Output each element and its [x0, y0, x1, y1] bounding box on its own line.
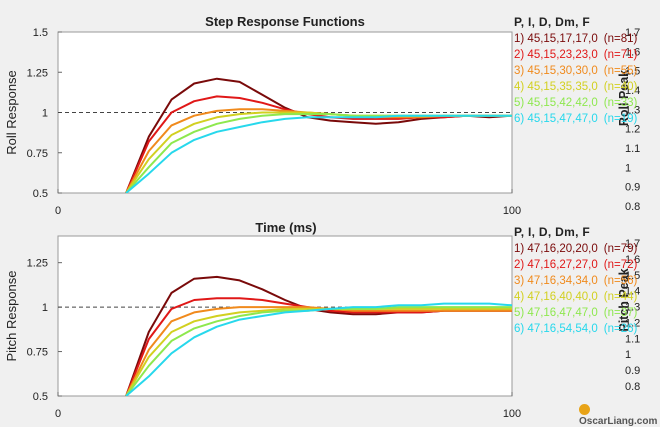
peak-tick-label: 0.9	[625, 182, 640, 194]
peak-tick-label: 1.4	[625, 286, 640, 298]
peak-tick-label: 1	[625, 349, 631, 361]
peak-tick-label: 0.8	[625, 381, 640, 393]
legend-entry-count: (n=33)	[603, 97, 638, 109]
peak-tick-label: 1.7	[625, 238, 640, 250]
peak-tick-label: 1.1	[625, 333, 640, 345]
legend-entry-count: (n=19)	[603, 113, 638, 125]
pitch-response-plot: 0.5 0.75 1 1.25 0 100 Pitch Response 0.8 0.9 1 1.1…	[4, 235, 640, 420]
x-tick-label: 0	[55, 408, 61, 420]
legend-entry: 5) 47,16,47,47,0 (n=37)	[514, 305, 637, 321]
legend-entry: 3) 47,16,34,34,0 (n=56)	[514, 273, 637, 289]
legend-entry-count: (n=72)	[603, 259, 638, 271]
legend-entry-label: 4) 47,16,40,40,0	[514, 291, 598, 303]
legend-entry-label: 5) 47,16,47,47,0	[514, 307, 598, 319]
y-tick-label: 1.5	[33, 27, 48, 39]
legend-entry-count: (n=56)	[603, 275, 638, 287]
legend-entry: 2) 47,16,27,27,0 (n=72)	[514, 257, 637, 273]
peak-tick-label: 1.3	[625, 302, 640, 314]
legend-entry-count: (n=44)	[603, 291, 638, 303]
legend-entry-label: 6) 47,16,54,54,0	[514, 323, 598, 335]
peak-tick-label: 0.8	[625, 201, 640, 213]
legend-entry-label: 5) 45,15,42,42,0	[514, 97, 598, 109]
legend-entry-label: 3) 45,15,30,30,0	[514, 65, 598, 77]
series-line-6	[125, 114, 512, 193]
peak-tick-label: 1.7	[625, 27, 640, 39]
peak-tick-label: 1.6	[625, 254, 640, 266]
plot-area	[57, 235, 513, 397]
legend-entry-label: 1) 45,15,17,17,0	[514, 33, 598, 45]
legend-entry: 1) 45,15,17,17,0 (n=81)	[514, 31, 637, 47]
legend-entry-count: (n=26)	[603, 323, 638, 335]
peak-tick-label: 1.1	[625, 143, 640, 155]
peak-tick-label: 1.3	[625, 104, 640, 116]
legend-entry-count: (n=79)	[603, 243, 638, 255]
peak-tick-label: 1	[625, 162, 631, 174]
chart-title: Step Response Functions	[205, 14, 365, 29]
legend-header: P, I, D, Dm, F	[514, 15, 590, 29]
y-tick-label: 0.75	[27, 148, 48, 160]
legend-entry-count: (n=71)	[603, 49, 638, 61]
legend-entry: 4) 47,16,40,40,0 (n=44)	[514, 289, 637, 305]
y-axis-label: Pitch Response	[4, 270, 19, 361]
legend-entry-label: 3) 47,16,34,34,0	[514, 275, 598, 287]
watermark-text: OscarLiang.com	[579, 416, 658, 427]
peak-tick-label: 1.2	[625, 124, 640, 136]
peak-axis-label: Pitch Peak	[617, 268, 631, 331]
roll-response-plot: 0.5 0.75 1 1.25 1.5 0 100 Step Response Functio…	[4, 14, 640, 235]
peak-tick-label: 0.9	[625, 365, 640, 377]
peak-tick-label: 1.5	[625, 270, 640, 282]
legend-entry: 3) 45,15,30,30,0 (n=55)	[514, 63, 637, 79]
peak-tick-label: 1.4	[625, 85, 640, 97]
x-tick-label: 0	[55, 205, 61, 217]
legend-entry: 1) 47,16,20,20,0 (n=79)	[514, 241, 637, 257]
legend-entry-label: 2) 45,15,23,23,0	[514, 49, 598, 61]
legend-entry-label: 4) 45,15,35,35,0	[514, 81, 598, 93]
peak-axis-label: Roll Peak	[617, 70, 631, 126]
peak-tick-label: 1.5	[625, 66, 640, 78]
x-axis-label: Time (ms)	[255, 220, 316, 235]
peak-tick-label: 1.2	[625, 317, 640, 329]
y-tick-label: 0.5	[33, 188, 48, 200]
logo-icon	[579, 404, 590, 415]
peak-tick-label: 1.6	[625, 46, 640, 58]
legend-entry-label: 2) 47,16,27,27,0	[514, 259, 598, 271]
legend-header: P, I, D, Dm, F	[514, 225, 590, 239]
y-tick-label: 0.75	[27, 347, 48, 359]
legend-entry-label: 6) 45,15,47,47,0	[514, 113, 598, 125]
legend-entry-label: 1) 47,16,20,20,0	[514, 243, 598, 255]
x-tick-label: 100	[503, 408, 521, 420]
y-tick-label: 0.5	[33, 391, 48, 403]
legend-entry: 4) 45,15,35,35,0 (n=40)	[514, 79, 637, 95]
legend-entry: 5) 45,15,42,42,0 (n=33)	[514, 95, 637, 111]
series-line-6	[125, 302, 512, 396]
legend-entry: 2) 45,15,23,23,0 (n=71)	[514, 47, 637, 63]
y-tick-label: 1.25	[27, 67, 48, 79]
x-tick-label: 100	[503, 205, 521, 217]
pitch-legend: P, I, D, Dm, F 1) 47,16,20,20,0 (n=79) 2) 4…	[514, 224, 637, 337]
legend-entry: 6) 47,16,54,54,0 (n=26)	[514, 321, 637, 337]
legend-entry-count: (n=81)	[603, 33, 638, 45]
y-tick-label: 1	[42, 302, 48, 314]
series-line-2	[125, 95, 512, 193]
y-axis-label: Roll Response	[4, 70, 19, 155]
y-tick-label: 1.25	[27, 258, 48, 270]
y-tick-label: 1	[42, 108, 48, 120]
legend-entry: 6) 45,15,47,47,0 (n=19)	[514, 111, 637, 127]
legend-entry-count: (n=55)	[603, 65, 638, 77]
legend-entry-count: (n=37)	[603, 307, 638, 319]
watermark-logo: OscarLiang.com	[579, 404, 660, 427]
roll-legend: P, I, D, Dm, F 1) 45,15,17,17,0 (n=81) 2) 4…	[514, 14, 637, 127]
legend-entry-count: (n=40)	[603, 81, 638, 93]
